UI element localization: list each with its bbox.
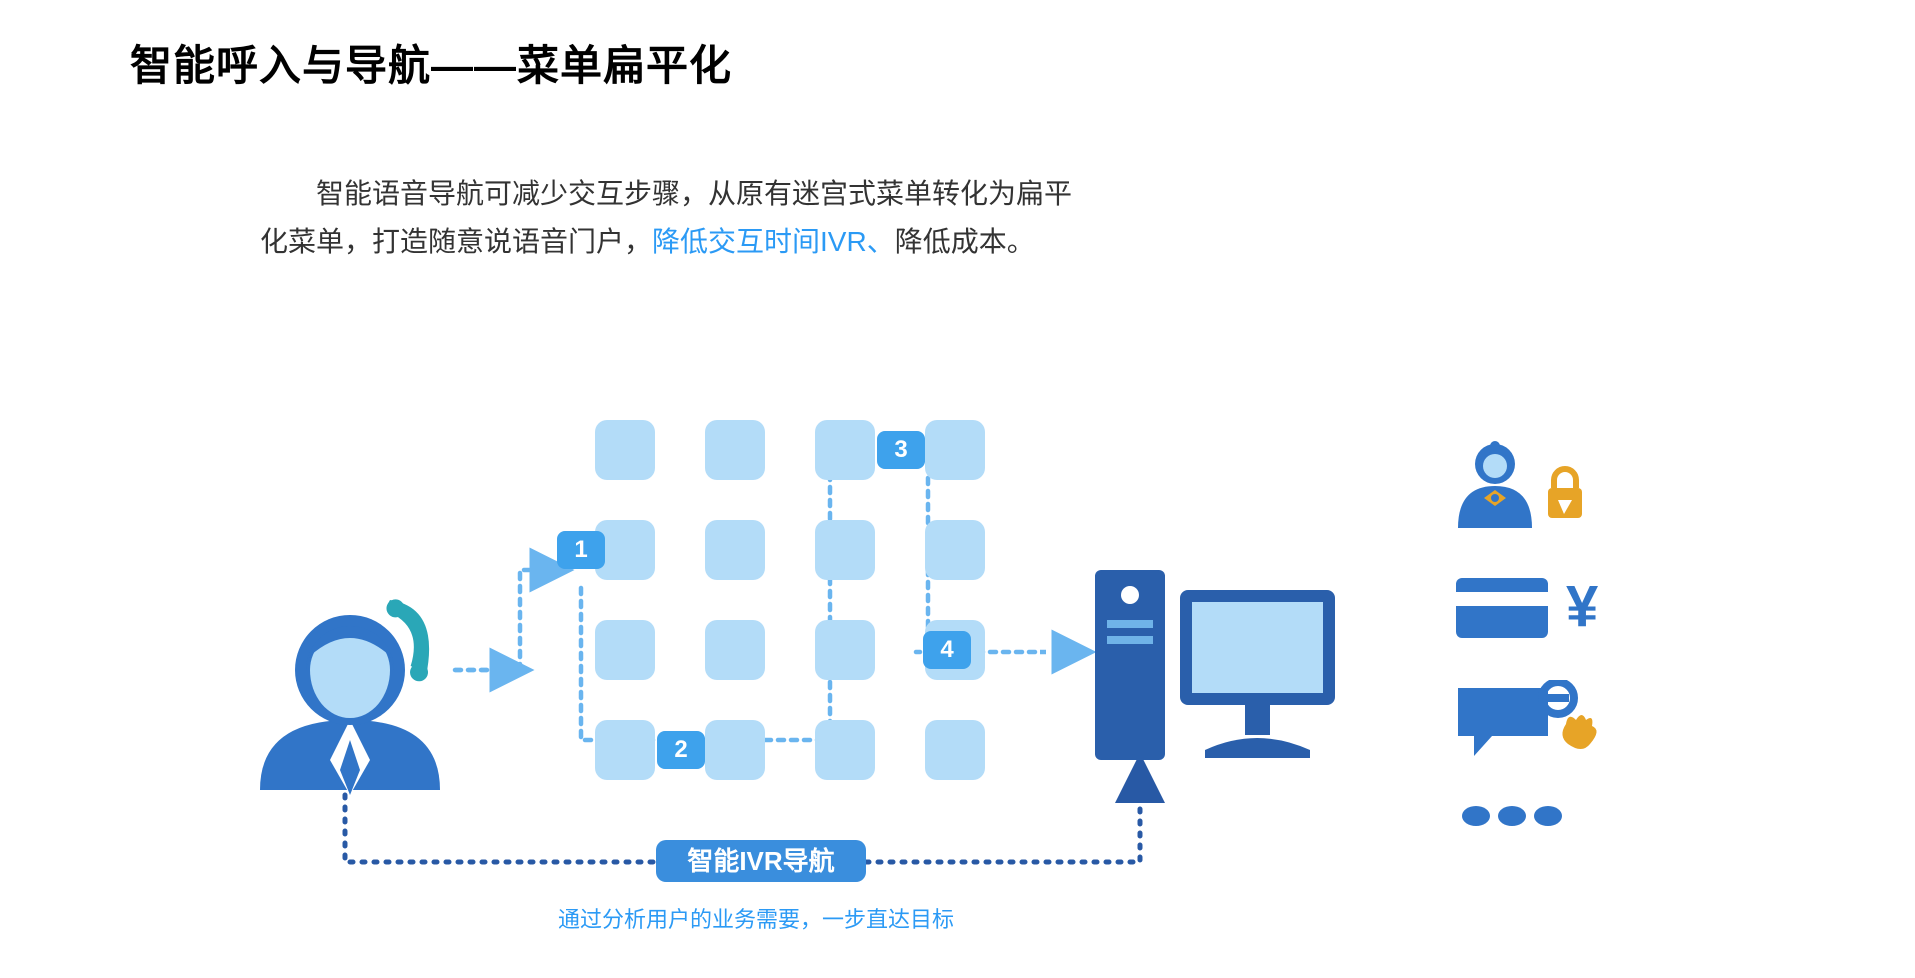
menu-cell: [925, 420, 985, 480]
menu-cell: [925, 720, 985, 780]
menu-cell: [595, 620, 655, 680]
menu-cell: [815, 620, 875, 680]
path-step-2: 2: [657, 731, 705, 769]
card-payment-icon: ¥: [1450, 570, 1610, 650]
maze-dotted-path: [455, 460, 1040, 740]
menu-cell: [595, 720, 655, 780]
menu-cell: [815, 720, 875, 780]
ivr-label-box: 智能IVR导航: [656, 840, 866, 882]
menu-cell: [705, 420, 765, 480]
svg-text:¥: ¥: [1566, 574, 1598, 639]
menu-cell: [815, 520, 875, 580]
diagram-canvas: 1 2 3 4 智能IVR导航 通过分析用户的业务需要，一步直达目标: [0, 0, 1915, 978]
computer-icon: [1085, 550, 1345, 790]
menu-cell: [705, 520, 765, 580]
menu-cell: [705, 620, 765, 680]
path-step-1: 1: [557, 531, 605, 569]
more-dots-icon: [1460, 800, 1580, 840]
ivr-caption: 通过分析用户的业务需要，一步直达目标: [558, 902, 954, 934]
menu-cell: [815, 420, 875, 480]
path-step-4: 4: [923, 631, 971, 669]
dotted-paths-svg: [0, 0, 1915, 978]
agent-lock-icon: [1450, 438, 1600, 548]
feedback-icon: [1450, 680, 1610, 770]
menu-cell: [595, 420, 655, 480]
menu-cell: [925, 520, 985, 580]
menu-cell: [705, 720, 765, 780]
path-step-3: 3: [877, 431, 925, 469]
caller-person-icon: [240, 560, 460, 800]
